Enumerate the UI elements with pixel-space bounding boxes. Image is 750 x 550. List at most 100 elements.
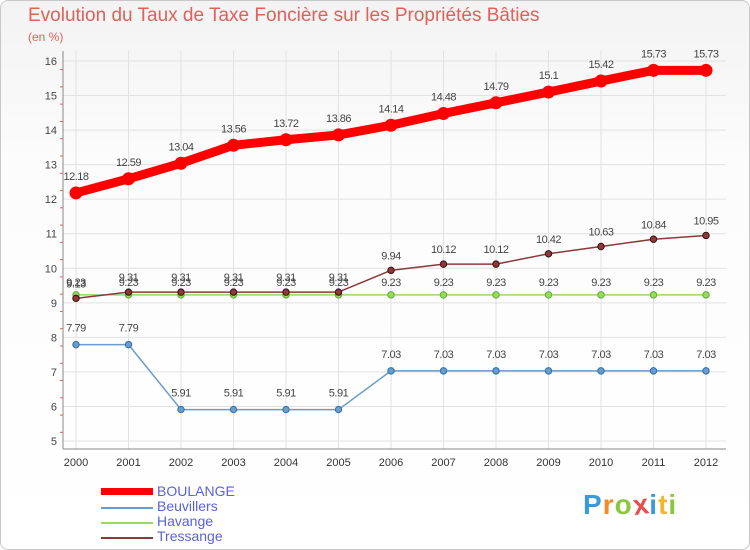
data-point xyxy=(597,291,605,299)
x-tick-label: 2005 xyxy=(326,457,350,469)
legend-label: Beuvillers xyxy=(157,498,218,514)
data-label: 9.31 xyxy=(276,272,296,284)
data-label: 13.04 xyxy=(168,141,193,153)
data-label: 9.23 xyxy=(381,277,401,289)
data-label: 9.23 xyxy=(329,277,349,289)
data-label: 10.42 xyxy=(536,234,561,246)
y-tick-label: 10 xyxy=(45,263,57,275)
y-tick-label: 9 xyxy=(51,298,57,310)
data-point xyxy=(387,291,395,299)
data-point xyxy=(649,367,658,375)
data-label: 9.31 xyxy=(119,272,139,284)
logo-letter: i xyxy=(668,489,678,520)
data-label: 14.48 xyxy=(431,92,456,104)
x-tick-label: 2010 xyxy=(589,457,613,469)
legend-label: Tressange xyxy=(157,528,223,544)
data-label: 9.23 xyxy=(66,277,86,289)
labels-havange: 9.23 9.23 9.23 9.23 9.23 9.23 9.23 9.23 9.23 9.23… xyxy=(66,277,716,289)
data-point xyxy=(647,63,660,77)
data-point xyxy=(594,74,608,88)
data-label: 9.94 xyxy=(381,250,401,262)
legend-label: Havange xyxy=(157,513,214,529)
labels-tressange: 9.13 9.31 9.31 9.31 9.31 9.31 9.94 10.12 10.12 10… xyxy=(66,215,719,290)
data-point xyxy=(227,138,240,152)
labels-boulange: 12.18 12.59 13.04 13.56 13.72 13.86 14.14 14.48… xyxy=(63,48,719,183)
data-label: 9.23 xyxy=(224,277,244,289)
data-label: 10.95 xyxy=(693,215,718,227)
data-point xyxy=(489,96,503,110)
series-boulange xyxy=(69,63,713,200)
data-point xyxy=(439,260,448,268)
series-beuvillers xyxy=(72,340,710,414)
data-label: 7.03 xyxy=(486,349,506,361)
data-point xyxy=(702,367,710,375)
data-label: 9.23 xyxy=(539,277,559,289)
data-label: 7.03 xyxy=(381,349,401,361)
data-point xyxy=(699,63,713,77)
y-tick-label: 11 xyxy=(46,229,57,241)
y-tick-label: 7 xyxy=(51,367,57,379)
data-label: 15.73 xyxy=(693,48,718,60)
data-point xyxy=(69,186,83,200)
data-label: 14.79 xyxy=(483,81,508,93)
data-point xyxy=(702,291,710,299)
data-label: 5.91 xyxy=(276,388,296,400)
data-point xyxy=(544,250,553,258)
data-point xyxy=(332,128,345,142)
data-label: 9.23 xyxy=(696,277,716,289)
data-point xyxy=(229,405,238,414)
data-point xyxy=(282,405,290,414)
data-label: 13.56 xyxy=(221,123,246,135)
data-point xyxy=(702,231,710,240)
data-point xyxy=(72,294,80,303)
legend-swatch xyxy=(101,522,153,524)
data-label: 9.23 xyxy=(171,277,191,289)
data-label: 13.86 xyxy=(326,113,351,125)
logo-letter: o xyxy=(614,489,633,520)
data-label: 7.03 xyxy=(434,349,454,361)
logo-letter: r xyxy=(602,489,615,520)
x-tick-label: 2008 xyxy=(484,457,508,469)
series-tressange xyxy=(72,231,710,303)
data-label: 9.23 xyxy=(434,277,454,289)
data-label: 10.12 xyxy=(483,244,508,256)
data-label: 5.91 xyxy=(329,388,349,400)
x-tick-label: 2004 xyxy=(274,457,298,469)
data-point xyxy=(174,156,188,170)
x-tick-label: 2002 xyxy=(169,457,193,469)
data-label: 9.13 xyxy=(66,278,86,290)
data-label: 12.59 xyxy=(116,157,141,169)
data-label: 9.23 xyxy=(591,277,611,289)
proxiti-logo: Proxiti xyxy=(583,488,678,521)
data-label: 9.23 xyxy=(119,277,139,289)
x-tick-label: 2003 xyxy=(221,457,245,469)
data-point xyxy=(597,367,605,375)
data-label: 15.42 xyxy=(588,59,613,71)
data-label: 9.31 xyxy=(224,272,244,284)
data-label: 10.12 xyxy=(431,244,456,256)
data-point xyxy=(492,291,500,299)
y-tick-label: 16 xyxy=(45,56,57,68)
data-point xyxy=(122,172,135,186)
data-point xyxy=(544,367,553,375)
data-point xyxy=(597,242,605,251)
data-point xyxy=(177,288,185,296)
data-point xyxy=(282,288,290,296)
y-tick-label: 5 xyxy=(51,436,57,448)
data-label: 15.73 xyxy=(641,48,666,60)
data-point xyxy=(124,340,133,349)
y-tick-label: 12 xyxy=(45,194,57,206)
x-tick-label: 2000 xyxy=(64,457,88,469)
data-label: 13.72 xyxy=(273,118,298,130)
legend-label: BOULANGE xyxy=(157,483,235,499)
x-tick-label: 2006 xyxy=(379,457,403,469)
data-label: 7.03 xyxy=(644,349,664,361)
x-tick-label: 2012 xyxy=(694,457,718,469)
data-label: 12.18 xyxy=(63,171,88,183)
data-label: 9.23 xyxy=(486,277,506,289)
data-point xyxy=(384,118,398,132)
data-label: 7.03 xyxy=(696,349,716,361)
data-point xyxy=(177,405,185,414)
